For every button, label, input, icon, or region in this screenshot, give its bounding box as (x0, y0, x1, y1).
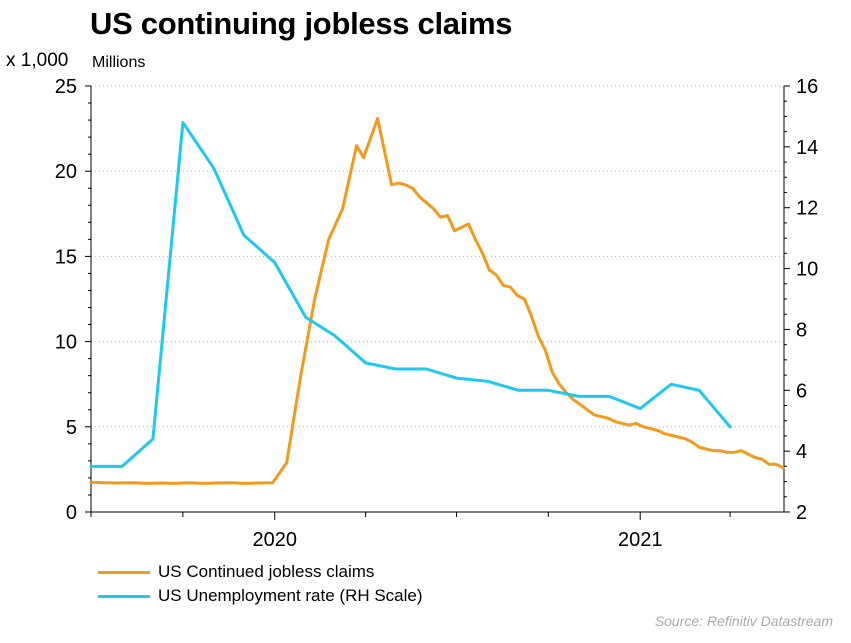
left-tick-label: 25 (55, 76, 77, 98)
left-axis-multiplier-label: x 1,000 (6, 50, 69, 71)
legend-swatch-unemployment (98, 594, 150, 598)
right-tick-label: 4 (796, 441, 807, 463)
right-tick-label: 6 (796, 380, 807, 402)
right-tick-label: 12 (796, 198, 818, 220)
right-tick-label: 16 (796, 76, 818, 98)
left-tick-label: 10 (55, 332, 77, 354)
left-tick-label: 5 (66, 417, 77, 439)
left-axis-unit-label: Millions (92, 54, 146, 71)
series-line-unemployment-rate (89, 121, 732, 468)
legend: US Continued jobless claims US Unemploym… (98, 560, 423, 608)
legend-swatch-claims (98, 570, 150, 574)
left-tick-label: 0 (66, 502, 77, 524)
x-tick-label-2021: 2021 (618, 529, 663, 551)
source-note: Source: Refinitiv Datastream (654, 613, 833, 629)
right-tick-label: 10 (796, 259, 818, 281)
axes: 0 5 10 15 20 25 2 4 6 8 10 12 14 16 2020 2021 (55, 76, 819, 551)
gridlines (91, 85, 784, 428)
legend-label-unemployment: US Unemployment rate (RH Scale) (158, 586, 423, 605)
x-tick-label-2020: 2020 (252, 529, 297, 551)
legend-item-claims: US Continued jobless claims (98, 560, 423, 584)
left-tick-label: 20 (55, 161, 77, 183)
left-tick-label: 15 (55, 246, 77, 268)
right-tick-label: 2 (796, 502, 807, 524)
series-lines (89, 116, 785, 485)
legend-label-claims: US Continued jobless claims (158, 562, 375, 581)
right-tick-label: 8 (796, 319, 807, 341)
series-line-continued-claims (89, 116, 785, 485)
right-tick-label: 14 (796, 137, 818, 159)
legend-item-unemployment: US Unemployment rate (RH Scale) (98, 584, 423, 608)
chart-title: US continuing jobless claims (90, 6, 513, 41)
